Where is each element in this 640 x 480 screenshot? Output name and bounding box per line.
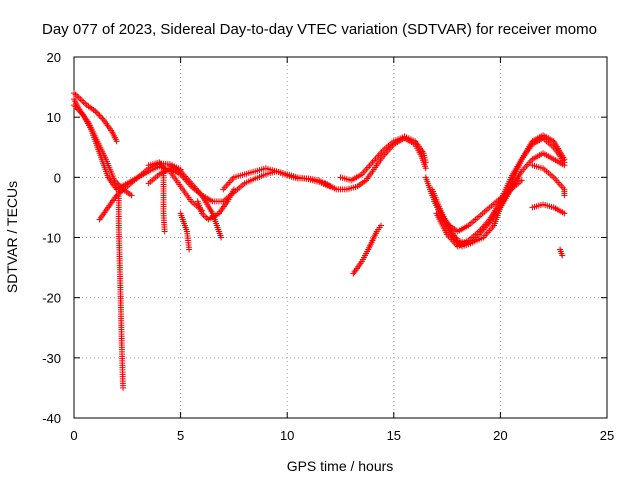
grid-lines — [74, 57, 607, 418]
data-point — [161, 228, 168, 235]
data-point — [128, 192, 135, 199]
data-point — [98, 114, 105, 121]
data-point — [113, 138, 120, 145]
data-track — [71, 90, 120, 145]
data-point — [120, 384, 127, 391]
y-tick-label: 10 — [47, 110, 61, 125]
data-point — [186, 246, 193, 253]
data-point — [203, 214, 210, 221]
data-track — [337, 133, 429, 184]
data-point — [559, 252, 566, 259]
x-tick-label: 10 — [280, 428, 294, 443]
data-track — [177, 210, 193, 253]
y-tick-label: -10 — [42, 231, 61, 246]
plot-frame — [73, 56, 608, 419]
x-axis-label: GPS time / hours — [287, 458, 394, 474]
data-point — [93, 109, 100, 116]
data-point — [95, 111, 102, 118]
data-points — [71, 90, 568, 391]
chart-title: Day 077 of 2023, Sidereal Day-to-day VTE… — [42, 21, 597, 38]
x-tick-label: 15 — [387, 428, 401, 443]
data-track — [166, 162, 333, 205]
y-tick-label: 0 — [54, 170, 61, 185]
data-point — [561, 156, 568, 163]
data-track — [529, 162, 568, 199]
data-track — [433, 132, 568, 250]
data-track — [160, 168, 168, 235]
x-tick-label: 20 — [493, 428, 507, 443]
x-tick-label: 5 — [177, 428, 184, 443]
axes: 0 5 10 15 20 25 20 10 0 -10 -20 -30 -40 — [42, 50, 614, 443]
data-point — [78, 97, 85, 104]
data-track — [115, 186, 127, 391]
data-point — [561, 210, 568, 217]
data-point — [77, 96, 84, 103]
data-track — [350, 222, 385, 277]
y-tick-label: -30 — [42, 351, 61, 366]
y-tick-label: -20 — [42, 291, 61, 306]
data-track — [529, 201, 568, 217]
y-tick-label: -40 — [42, 411, 61, 426]
data-point — [99, 115, 106, 122]
data-point — [75, 94, 82, 101]
data-point — [378, 222, 385, 229]
data-point — [80, 99, 87, 106]
data-track — [71, 102, 184, 193]
data-point — [72, 91, 79, 98]
y-axis-label: SDTVAR / TECUs — [4, 181, 20, 293]
data-point — [218, 234, 225, 241]
data-point — [422, 165, 429, 172]
data-point — [96, 112, 103, 119]
data-track — [194, 186, 237, 223]
x-tick-label: 0 — [70, 428, 77, 443]
data-track — [220, 165, 333, 193]
data-point — [561, 192, 568, 199]
data-point — [230, 186, 237, 193]
data-point — [422, 159, 429, 166]
data-point — [518, 177, 525, 184]
data-point — [71, 90, 77, 97]
data-track — [557, 246, 566, 259]
x-tick-label: 25 — [600, 428, 614, 443]
data-track — [322, 135, 429, 193]
data-point — [82, 100, 89, 107]
y-tick-label: 20 — [47, 50, 61, 65]
